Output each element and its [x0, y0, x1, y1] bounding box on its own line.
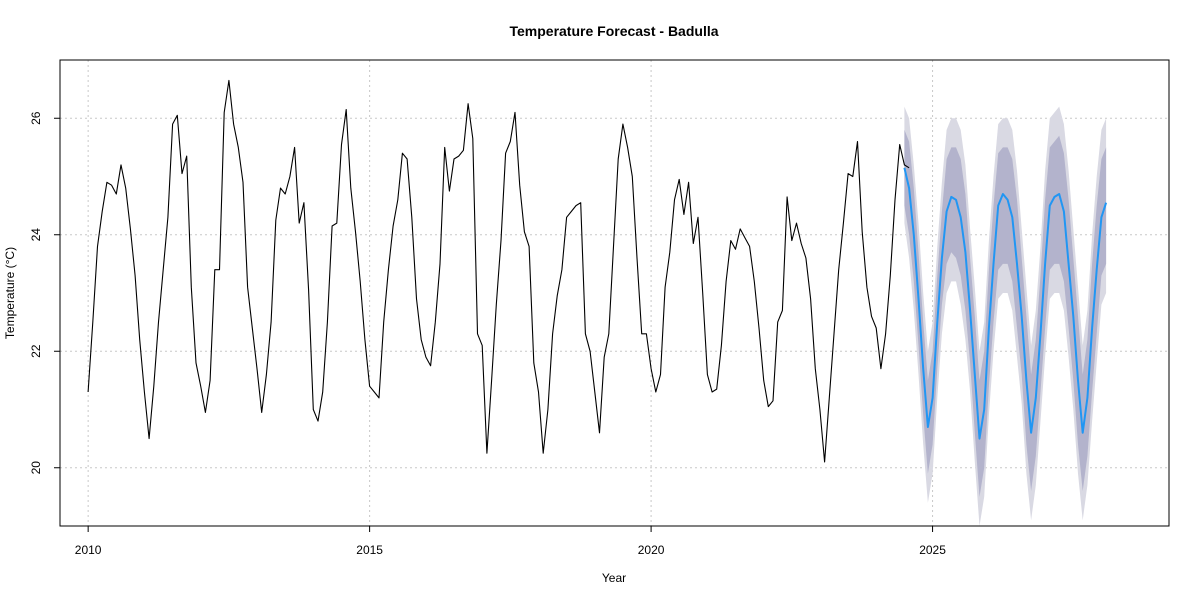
axes: 2010 2015 2020 2025 20 22 24 26 — [29, 111, 946, 557]
forecast-line — [903, 167, 1108, 440]
y-axis-label: Temperature (°C) — [3, 247, 17, 339]
interval-80-band — [904, 129, 1107, 497]
y-tick-label: 20 — [29, 461, 43, 475]
x-tick-label: 2025 — [919, 543, 946, 557]
x-tick-label: 2020 — [638, 543, 665, 557]
x-axis-label: Year — [602, 571, 626, 585]
chart-title: Temperature Forecast - Badulla — [509, 23, 718, 39]
y-tick-label: 22 — [29, 344, 43, 358]
series-lines — [87, 79, 1108, 463]
plot-frame — [59, 59, 1170, 527]
x-tick-label: 2015 — [356, 543, 383, 557]
x-tick-label: 2010 — [75, 543, 102, 557]
y-tick-label: 26 — [29, 111, 43, 125]
history-line — [87, 79, 910, 463]
forecast-intervals — [904, 106, 1107, 526]
y-tick-label: 24 — [29, 228, 43, 242]
